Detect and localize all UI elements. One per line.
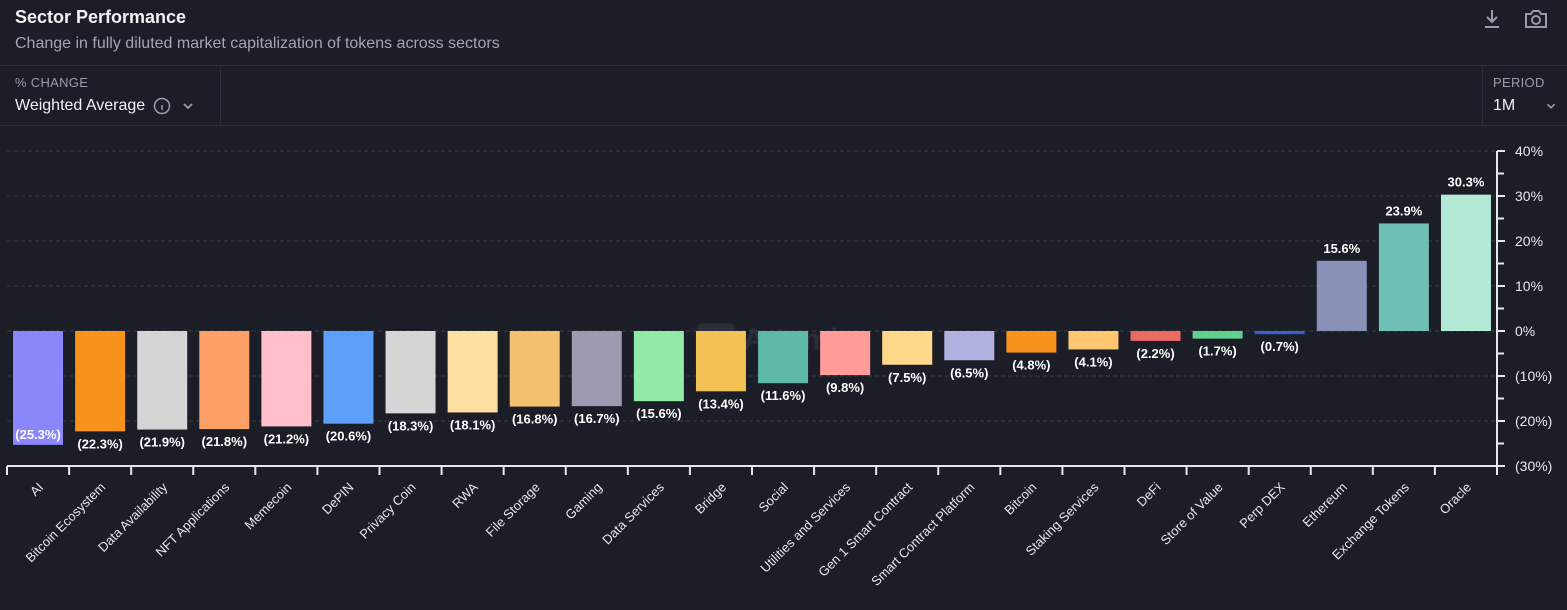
data-label: (21.8%) xyxy=(202,434,248,449)
x-tick-label: Oracle xyxy=(1436,480,1474,518)
data-label: (16.7%) xyxy=(574,411,620,426)
x-tick-label: Privacy Coin xyxy=(356,480,418,542)
x-tick-label: DeFi xyxy=(1134,479,1164,509)
change-select[interactable]: Weighted Average xyxy=(15,97,197,115)
bar-smart-contract-platform xyxy=(944,331,995,361)
chevron-down-icon xyxy=(183,103,193,110)
data-label: (6.5%) xyxy=(950,365,988,380)
data-label: (22.3%) xyxy=(77,436,123,451)
bar-staking-services xyxy=(1068,331,1119,350)
camera-icon[interactable] xyxy=(1523,6,1549,32)
x-tick-label: Smart Contract Platform xyxy=(868,480,977,589)
bar-file-storage xyxy=(509,331,560,407)
period-value: 1M xyxy=(1493,97,1516,114)
period-select[interactable]: 1M xyxy=(1493,97,1559,115)
y-tick-label: 20% xyxy=(1515,233,1543,249)
data-label: (18.3%) xyxy=(388,418,434,433)
x-tick-label: DePIN xyxy=(319,480,357,518)
bar-nft-applications xyxy=(199,331,250,430)
divider xyxy=(220,65,221,125)
bar-privacy-coin xyxy=(385,331,436,414)
divider xyxy=(0,125,1567,126)
x-tick-label: Gaming xyxy=(562,480,605,523)
bar-defi xyxy=(1130,331,1181,341)
x-tick-label: Bridge xyxy=(692,480,729,517)
bar-bridge xyxy=(695,331,746,392)
change-label: % CHANGE xyxy=(15,75,89,90)
data-label: (16.8%) xyxy=(512,412,558,427)
data-label: (1.7%) xyxy=(1198,344,1236,359)
data-label: (20.6%) xyxy=(326,429,372,444)
bar-utilities-and-services xyxy=(820,331,871,376)
data-label: (9.8%) xyxy=(826,380,864,395)
data-label: (4.8%) xyxy=(1012,358,1050,373)
y-tick-label: 0% xyxy=(1515,323,1535,339)
data-label: (11.6%) xyxy=(761,388,806,403)
bar-oracle xyxy=(1440,194,1491,331)
page-subtitle: Change in fully diluted market capitaliz… xyxy=(15,35,500,52)
data-label: 30.3% xyxy=(1448,175,1485,190)
bar-bitcoin-ecosystem xyxy=(75,331,126,432)
period-label: PERIOD xyxy=(1493,75,1545,90)
bar-ai xyxy=(13,331,64,445)
bar-gaming xyxy=(571,331,622,407)
bar-perp-dex xyxy=(1254,331,1305,335)
chevron-down-icon xyxy=(1547,103,1556,109)
data-label: (7.5%) xyxy=(888,370,926,385)
x-tick-label: Perp DEX xyxy=(1236,479,1288,531)
page-title: Sector Performance xyxy=(15,7,187,27)
bar-rwa xyxy=(447,331,498,413)
x-tick-label: Bitcoin xyxy=(1001,480,1039,518)
bar-memecoin xyxy=(261,331,312,427)
change-value: Weighted Average xyxy=(15,97,146,114)
divider xyxy=(0,65,1567,66)
x-tick-label: File Storage xyxy=(483,480,543,540)
data-label: (4.1%) xyxy=(1074,354,1112,369)
divider xyxy=(1482,65,1483,125)
info-icon[interactable] xyxy=(153,97,171,115)
y-tick-label: 40% xyxy=(1515,143,1543,159)
bar-data-availability xyxy=(137,331,188,430)
data-label: (15.6%) xyxy=(636,406,682,421)
y-tick-label: (30%) xyxy=(1515,458,1552,474)
data-label: 15.6% xyxy=(1323,241,1360,256)
bar-bitcoin xyxy=(1006,331,1057,353)
x-tick-label: Store of Value xyxy=(1158,480,1226,548)
data-label: (21.2%) xyxy=(264,431,310,446)
data-label: (0.7%) xyxy=(1261,339,1299,354)
y-tick-label: (20%) xyxy=(1515,413,1552,429)
x-tick-label: AI xyxy=(27,480,46,499)
bar-gen-1-smart-contract xyxy=(882,331,933,365)
bar-data-services xyxy=(633,331,684,402)
data-label: (25.3%) xyxy=(15,427,61,442)
data-label: (2.2%) xyxy=(1136,346,1174,361)
bar-depin xyxy=(323,331,374,424)
y-tick-label: (10%) xyxy=(1515,368,1552,384)
bar-exchange-tokens xyxy=(1378,223,1429,331)
bar-store-of-value xyxy=(1192,331,1243,339)
x-tick-label: Social xyxy=(756,479,792,515)
y-tick-label: 30% xyxy=(1515,188,1543,204)
x-tick-label: Ethereum xyxy=(1299,480,1349,530)
data-label: (18.1%) xyxy=(450,417,496,432)
x-tick-label: RWA xyxy=(449,479,481,511)
data-label: 23.9% xyxy=(1385,203,1422,218)
bar-social xyxy=(758,331,809,384)
bar-ethereum xyxy=(1316,260,1367,331)
data-label: (13.4%) xyxy=(698,396,744,411)
download-icon[interactable] xyxy=(1479,6,1505,32)
x-tick-label: Data Services xyxy=(599,479,667,547)
data-label: (21.9%) xyxy=(139,435,185,450)
x-tick-label: Memecoin xyxy=(241,480,294,533)
y-tick-label: 10% xyxy=(1515,278,1543,294)
